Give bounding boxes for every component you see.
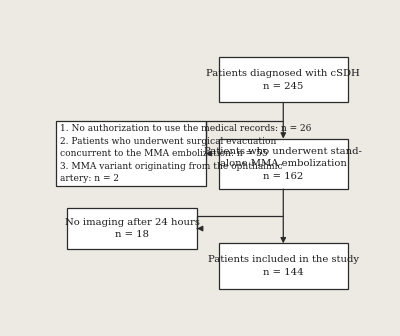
Text: Patients diagnosed with cSDH
n = 245: Patients diagnosed with cSDH n = 245: [206, 69, 360, 90]
FancyBboxPatch shape: [219, 243, 348, 289]
Text: 1. No authorization to use the medical records: n = 26
2. Patients who underwent: 1. No authorization to use the medical r…: [60, 124, 312, 183]
Text: Patients included in the study
n = 144: Patients included in the study n = 144: [208, 255, 359, 277]
Text: Patients who underwent stand-
alone MMA embolization
n = 162: Patients who underwent stand- alone MMA …: [204, 147, 362, 181]
FancyBboxPatch shape: [219, 57, 348, 102]
FancyBboxPatch shape: [219, 139, 348, 189]
FancyBboxPatch shape: [56, 121, 206, 186]
FancyBboxPatch shape: [67, 208, 197, 249]
Text: No imaging after 24 hours
n = 18: No imaging after 24 hours n = 18: [65, 218, 200, 239]
